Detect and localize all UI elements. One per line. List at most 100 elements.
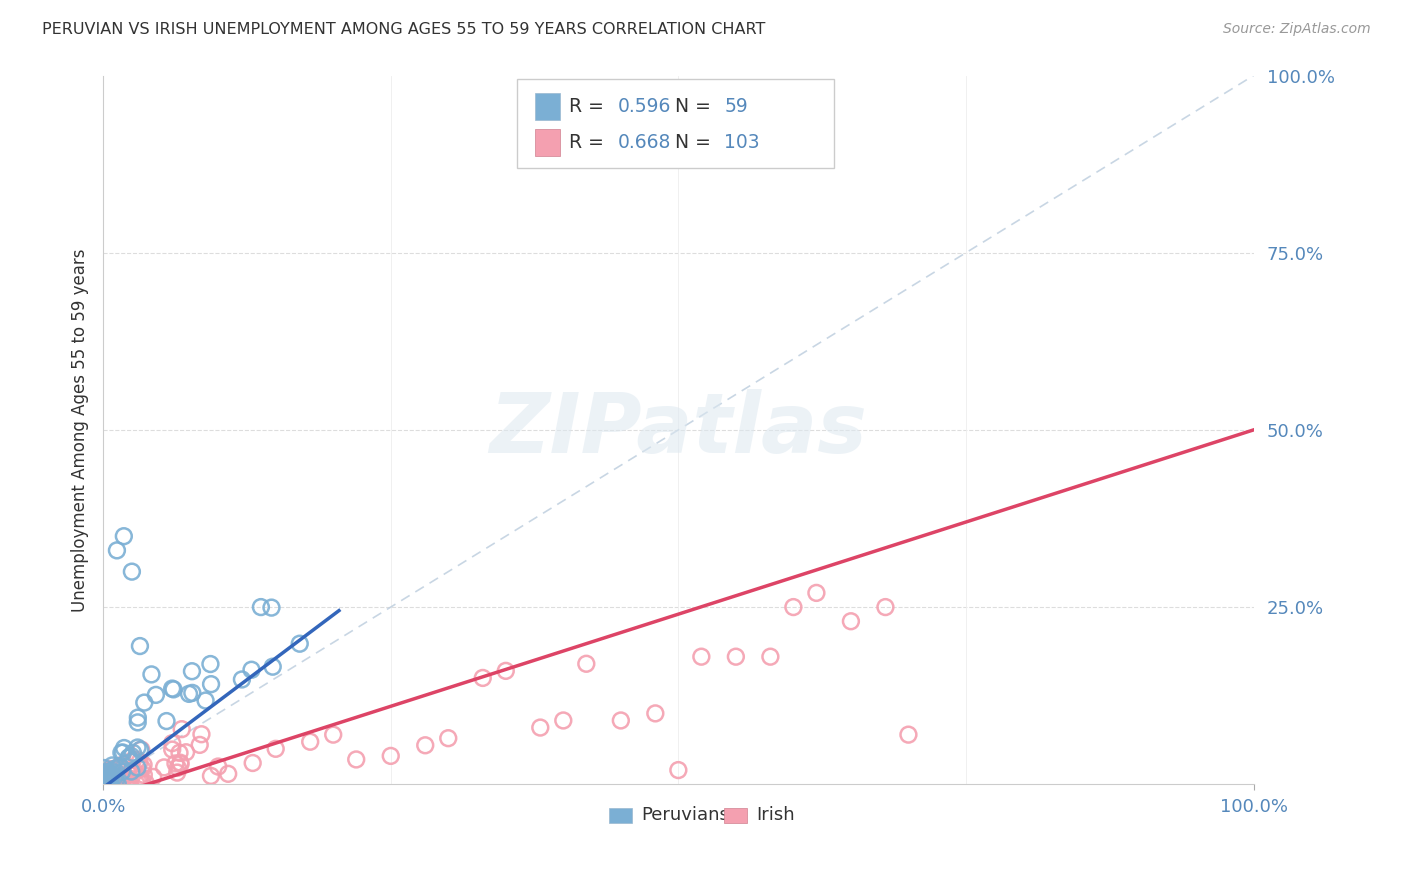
Point	[162, 682, 184, 697]
Point	[93, 775, 115, 789]
Point	[200, 657, 222, 671]
Bar	[534, 94, 560, 120]
Point	[94, 772, 117, 786]
Point	[217, 767, 239, 781]
Point	[181, 686, 204, 700]
Point	[145, 688, 167, 702]
Point	[97, 768, 120, 782]
Point	[111, 765, 134, 780]
Point	[128, 772, 150, 786]
Point	[100, 770, 122, 784]
Point	[94, 776, 117, 790]
Point	[100, 777, 122, 791]
Point	[96, 773, 118, 788]
Point	[529, 721, 551, 735]
Point	[112, 529, 135, 543]
Point	[121, 565, 143, 579]
Point	[132, 776, 155, 790]
Point	[129, 742, 152, 756]
Point	[118, 750, 141, 764]
Point	[105, 543, 128, 558]
Point	[169, 756, 191, 771]
Point	[108, 763, 131, 777]
Point	[122, 753, 145, 767]
Point	[610, 714, 633, 728]
Point	[169, 746, 191, 760]
Point	[174, 745, 197, 759]
Point	[97, 771, 120, 785]
Point	[111, 764, 134, 779]
Point	[97, 764, 120, 779]
Point	[107, 777, 129, 791]
Point	[111, 761, 134, 775]
Text: R =: R =	[569, 133, 610, 152]
Point	[135, 776, 157, 790]
Point	[112, 757, 135, 772]
Point	[103, 762, 125, 776]
Point	[94, 767, 117, 781]
Point	[97, 770, 120, 784]
Point	[98, 772, 121, 786]
Point	[131, 762, 153, 776]
Point	[495, 664, 517, 678]
Point	[97, 777, 120, 791]
Point	[125, 777, 148, 791]
Point	[153, 760, 176, 774]
Point	[118, 775, 141, 789]
Point	[98, 764, 121, 778]
Point	[107, 760, 129, 774]
Point	[127, 753, 149, 767]
Point	[141, 667, 163, 681]
Point	[160, 742, 183, 756]
Point	[100, 772, 122, 786]
Point	[264, 741, 287, 756]
Point	[118, 750, 141, 764]
Point	[100, 765, 122, 780]
Point	[724, 649, 747, 664]
Point	[839, 614, 862, 628]
Point	[97, 776, 120, 790]
Point	[200, 677, 222, 691]
FancyBboxPatch shape	[517, 79, 834, 168]
Point	[100, 770, 122, 784]
Point	[96, 775, 118, 789]
Text: R =: R =	[569, 97, 610, 116]
Point	[142, 770, 165, 784]
Point	[120, 764, 142, 779]
Text: N =: N =	[675, 97, 711, 116]
Point	[129, 770, 152, 784]
Point	[94, 772, 117, 787]
Point	[96, 770, 118, 784]
Point	[100, 772, 122, 787]
Point	[101, 769, 124, 783]
Point	[96, 767, 118, 781]
Text: 0.668: 0.668	[617, 133, 671, 152]
Point	[127, 761, 149, 775]
Point	[96, 765, 118, 780]
Point	[806, 586, 828, 600]
Point	[112, 768, 135, 782]
Bar	[534, 128, 560, 155]
Point	[97, 769, 120, 783]
Point	[128, 755, 150, 769]
Text: Peruvians: Peruvians	[641, 806, 730, 824]
Point	[160, 681, 183, 696]
Point	[166, 761, 188, 775]
Point	[471, 671, 494, 685]
Point	[759, 649, 782, 664]
Point	[127, 711, 149, 725]
Point	[782, 600, 804, 615]
Point	[169, 756, 191, 770]
Point	[129, 639, 152, 653]
Point	[112, 768, 135, 782]
Point	[91, 777, 114, 791]
Point	[100, 762, 122, 776]
Point	[200, 769, 222, 783]
Point	[103, 770, 125, 784]
Point	[690, 649, 713, 664]
Point	[875, 600, 897, 615]
Point	[194, 693, 217, 707]
Point	[437, 731, 460, 746]
Point	[114, 770, 136, 784]
Point	[97, 769, 120, 783]
